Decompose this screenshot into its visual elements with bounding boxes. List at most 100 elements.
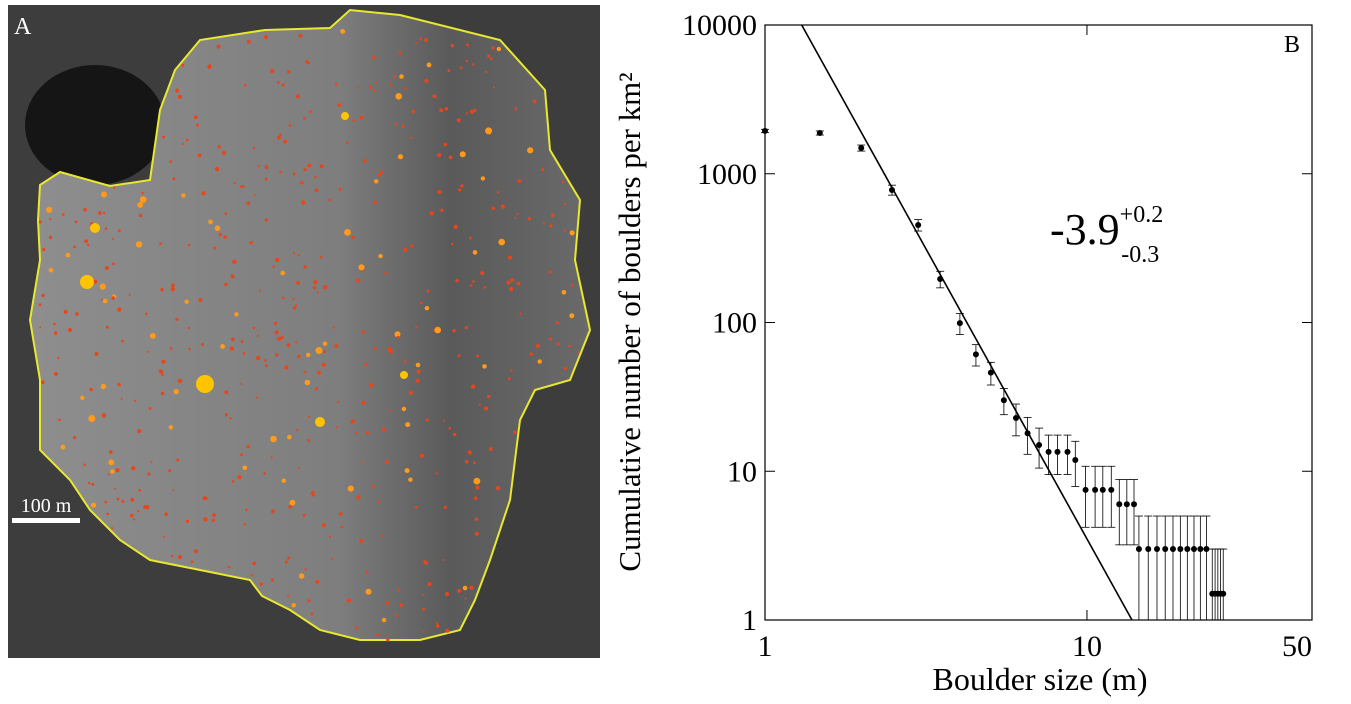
boulder xyxy=(542,222,545,225)
boulder xyxy=(240,382,243,385)
error-bar xyxy=(1035,427,1044,469)
y-tick-label: 10000 xyxy=(682,9,757,42)
boulder xyxy=(111,296,115,300)
boulder xyxy=(42,247,46,252)
boulder xyxy=(434,326,442,334)
boulder xyxy=(283,139,287,144)
boulder xyxy=(196,375,214,393)
boulder xyxy=(100,298,103,301)
boulder xyxy=(527,147,534,154)
boulder xyxy=(495,485,501,491)
boulder xyxy=(516,212,519,215)
boulder xyxy=(264,218,269,222)
boulder xyxy=(88,415,96,422)
boulder xyxy=(190,560,194,564)
boulder xyxy=(361,330,365,334)
boulder xyxy=(386,638,390,642)
boulder xyxy=(465,59,469,62)
boulder xyxy=(419,301,423,305)
data-point xyxy=(762,127,768,134)
boulder xyxy=(445,591,450,597)
boulder xyxy=(427,582,432,587)
boulder xyxy=(424,561,429,565)
boulder xyxy=(194,549,198,554)
boulder xyxy=(230,337,235,342)
boulder xyxy=(372,56,376,60)
boulder xyxy=(112,262,115,266)
boulder xyxy=(231,480,235,483)
boulder xyxy=(456,118,461,123)
boulder xyxy=(115,468,120,473)
boulder xyxy=(73,245,76,249)
panel-label: A xyxy=(14,14,32,40)
boulder xyxy=(307,599,311,603)
boulder xyxy=(104,266,109,270)
boulder xyxy=(292,172,296,176)
scale-bar xyxy=(12,518,80,523)
boulder xyxy=(46,206,53,213)
data-point xyxy=(987,369,994,376)
boulder xyxy=(483,286,487,289)
boulder xyxy=(337,401,340,404)
boulder xyxy=(282,296,285,300)
boulder xyxy=(389,83,392,87)
boulder xyxy=(203,517,208,522)
boulder xyxy=(252,561,257,566)
boulder xyxy=(208,219,213,225)
boulder xyxy=(401,406,407,412)
boulder xyxy=(563,229,567,232)
boulder xyxy=(341,112,349,120)
boulder xyxy=(373,346,377,350)
boulder xyxy=(303,117,306,120)
boulder xyxy=(394,122,397,126)
boulder xyxy=(435,472,439,475)
boulder xyxy=(422,607,426,611)
boulder xyxy=(177,378,183,384)
boulder xyxy=(409,136,413,140)
boulder xyxy=(224,413,228,417)
error-bar xyxy=(1107,465,1116,528)
boulder xyxy=(356,278,361,283)
boulder xyxy=(234,312,239,317)
boulder xyxy=(240,340,244,344)
boulder xyxy=(313,280,318,285)
boulder xyxy=(137,429,142,434)
boulder xyxy=(132,518,135,521)
boulder xyxy=(170,287,175,292)
boulder xyxy=(198,297,203,302)
annotation: -3.9+0.2 -0.3 xyxy=(1050,202,1163,268)
boulder xyxy=(398,51,402,55)
error-bar xyxy=(1130,479,1139,546)
boulder xyxy=(281,83,285,87)
data-point xyxy=(1184,546,1191,553)
boulder xyxy=(138,488,142,492)
boulder xyxy=(84,239,89,244)
slope-upper: +0.2 xyxy=(1120,202,1164,228)
boulder xyxy=(270,578,274,582)
boulder xyxy=(252,326,256,330)
boulder xyxy=(298,33,303,38)
boulder xyxy=(289,499,296,506)
boulder xyxy=(382,427,386,432)
boulder xyxy=(170,554,174,558)
boulder xyxy=(208,64,212,67)
boulder xyxy=(160,287,164,292)
boulder xyxy=(121,339,124,343)
data-point xyxy=(1123,501,1130,508)
boulder xyxy=(128,293,131,296)
boulder xyxy=(437,190,442,194)
boulder xyxy=(102,298,108,304)
boulder xyxy=(394,331,401,338)
boulder xyxy=(373,89,376,93)
boulder xyxy=(87,243,90,247)
boulder xyxy=(241,185,245,188)
boulder xyxy=(328,198,332,202)
boulder xyxy=(416,369,421,374)
boulder xyxy=(306,438,311,442)
data-point xyxy=(1024,430,1031,437)
boulder xyxy=(396,335,400,339)
boulder xyxy=(445,628,450,633)
boulder xyxy=(378,172,382,177)
boulder xyxy=(237,475,242,480)
error-bar xyxy=(1081,465,1090,528)
